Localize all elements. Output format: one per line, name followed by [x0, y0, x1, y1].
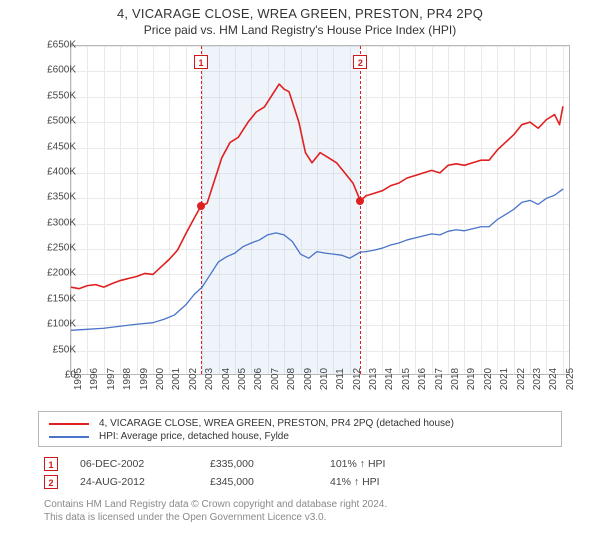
sale-dot [356, 197, 364, 205]
y-axis-label: £550K [30, 90, 76, 101]
y-axis-label: £50K [30, 344, 76, 355]
sale-date: 24-AUG-2012 [80, 476, 210, 488]
y-axis-label: £300K [30, 217, 76, 228]
x-axis-label: 2003 [204, 368, 215, 390]
page-container: 4, VICARAGE CLOSE, WREA GREEN, PRESTON, … [0, 0, 600, 560]
x-axis-label: 2005 [237, 368, 248, 390]
x-axis-label: 2021 [499, 368, 510, 390]
y-axis-label: £450K [30, 141, 76, 152]
x-axis-label: 1998 [122, 368, 133, 390]
series-property [71, 84, 563, 289]
y-axis-label: £250K [30, 243, 76, 254]
x-axis-label: 1996 [89, 368, 100, 390]
y-axis-label: £600K [30, 65, 76, 76]
x-axis-label: 2004 [221, 368, 232, 390]
sale-row: 2 24-AUG-2012£345,00041% ↑ HPI [38, 473, 562, 491]
x-axis-label: 2022 [516, 368, 527, 390]
footnote-line1: Contains HM Land Registry data © Crown c… [44, 499, 387, 510]
x-axis-label: 2023 [532, 368, 543, 390]
x-axis-label: 2015 [401, 368, 412, 390]
sale-pct: 41% ↑ HPI [330, 476, 450, 488]
plot-frame: 12 [70, 45, 570, 375]
y-axis-label: £150K [30, 293, 76, 304]
legend-color-swatch [49, 436, 89, 438]
legend-box: 4, VICARAGE CLOSE, WREA GREEN, PRESTON, … [38, 411, 562, 447]
x-axis-label: 2014 [384, 368, 395, 390]
y-axis-label: £500K [30, 116, 76, 127]
x-axis-label: 2007 [270, 368, 281, 390]
x-axis-label: 2025 [565, 368, 576, 390]
sale-row: 1 06-DEC-2002£335,000101% ↑ HPI [38, 455, 562, 473]
chart-lines [71, 46, 569, 374]
x-axis-label: 2018 [450, 368, 461, 390]
legend-text: 4, VICARAGE CLOSE, WREA GREEN, PRESTON, … [99, 418, 454, 429]
x-axis-label: 1997 [106, 368, 117, 390]
x-axis-label: 2009 [303, 368, 314, 390]
plot-inner: 12 [71, 46, 569, 374]
x-axis-label: 2006 [253, 368, 264, 390]
x-axis-label: 1995 [73, 368, 84, 390]
x-axis-label: 2012 [352, 368, 363, 390]
chart-area: 12 £0 £50K £100K £150K £200K £250K £300K £350K £… [20, 45, 580, 405]
x-axis-label: 2017 [434, 368, 445, 390]
x-axis-label: 2013 [368, 368, 379, 390]
sale-pct: 101% ↑ HPI [330, 458, 450, 470]
sale-price: £335,000 [210, 458, 330, 470]
x-axis-label: 2020 [483, 368, 494, 390]
y-axis-label: £400K [30, 166, 76, 177]
sale-dot [197, 202, 205, 210]
sale-date: 06-DEC-2002 [80, 458, 210, 470]
legend-color-swatch [49, 423, 89, 425]
y-axis-label: £0 [30, 370, 76, 381]
footnote: Contains HM Land Registry data © Crown c… [38, 499, 562, 524]
x-axis-label: 2001 [171, 368, 182, 390]
x-axis-label: 1999 [139, 368, 150, 390]
x-axis-label: 2024 [548, 368, 559, 390]
x-axis-label: 2002 [188, 368, 199, 390]
chart-title: 4, VICARAGE CLOSE, WREA GREEN, PRESTON, … [117, 0, 483, 21]
series-hpi [71, 189, 563, 330]
x-axis-label: 2016 [417, 368, 428, 390]
sale-key-box: 2 [44, 475, 58, 489]
x-axis-label: 2000 [155, 368, 166, 390]
legend-row: HPI: Average price, detached house, Fyld… [49, 430, 551, 443]
y-axis-label: £650K [30, 40, 76, 51]
x-axis-label: 2011 [335, 368, 346, 390]
x-axis-label: 2010 [319, 368, 330, 390]
y-axis-label: £200K [30, 268, 76, 279]
sale-price: £345,000 [210, 476, 330, 488]
y-axis-label: £100K [30, 319, 76, 330]
y-axis-label: £350K [30, 192, 76, 203]
x-axis-label: 2008 [286, 368, 297, 390]
legend-row: 4, VICARAGE CLOSE, WREA GREEN, PRESTON, … [49, 417, 551, 430]
x-axis-label: 2019 [466, 368, 477, 390]
legend-text: HPI: Average price, detached house, Fyld… [99, 431, 289, 442]
sales-block: 1 06-DEC-2002£335,000101% ↑ HPI 2 24-AUG-20… [38, 455, 562, 491]
chart-subtitle: Price paid vs. HM Land Registry's House … [144, 23, 456, 37]
footnote-line2: This data is licensed under the Open Gov… [44, 512, 326, 523]
sale-key-box: 1 [44, 457, 58, 471]
